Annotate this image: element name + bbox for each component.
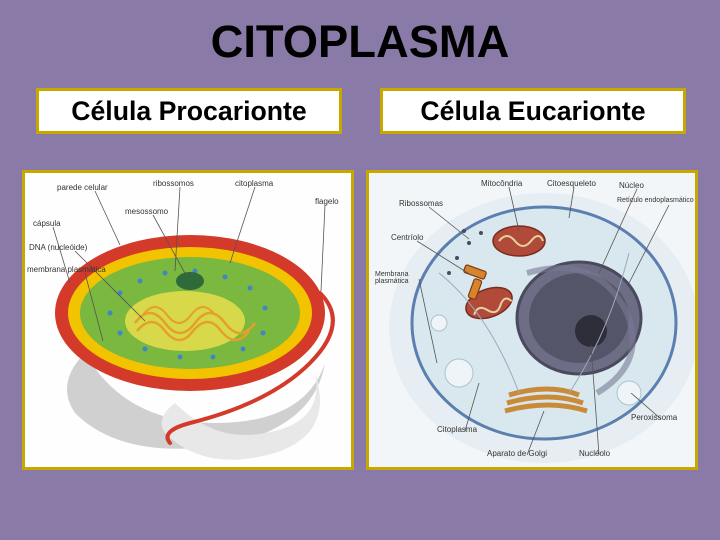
label-membrana-plasmatica-pro: membrana plasmática — [27, 265, 106, 274]
label-peroxissoma: Peroxissoma — [631, 413, 677, 422]
label-golgi: Aparato de Golgi — [487, 449, 547, 458]
label-mesossomo: mesossomo — [125, 207, 168, 216]
slide-title: CITOPLASMA — [0, 16, 720, 68]
heading-procarionte: Célula Procarionte — [36, 88, 342, 134]
label-capsula: cápsula — [33, 219, 61, 228]
label-parede-celular: parede celular — [57, 183, 108, 192]
label-nucleolo: Nucléolo — [579, 449, 610, 458]
label-ribossomas: Ribossomas — [399, 199, 443, 208]
panel-procarionte: parede celular ribossomos citoplasma fla… — [22, 170, 354, 470]
label-citoplasma-eu: Citoplasma — [437, 425, 477, 434]
label-flagelo: flagelo — [315, 197, 339, 206]
diagram-procarionte — [25, 173, 354, 470]
label-citoesqueleto: Citoesqueleto — [547, 179, 596, 188]
label-membrana-plasmatica-eu: Membrana plasmática — [375, 271, 435, 285]
diagram-eucarionte — [369, 173, 698, 470]
label-centriolo: Centríolo — [391, 233, 423, 242]
label-ribossomos: ribossomos — [153, 179, 194, 188]
label-mitocondria: Mitocôndria — [481, 179, 522, 188]
label-reticulo: Retículo endoplasmático — [617, 197, 694, 204]
heading-procarionte-text: Célula Procarionte — [71, 96, 307, 127]
label-nucleo: Núcleo — [619, 181, 644, 190]
label-citoplasma-pro: citoplasma — [235, 179, 273, 188]
heading-eucarionte-text: Célula Eucarionte — [420, 96, 645, 127]
panel-eucarionte: Mitocôndria Citoesqueleto Núcleo Retícul… — [366, 170, 698, 470]
heading-eucarionte: Célula Eucarionte — [380, 88, 686, 134]
label-dna-nucleoide: DNA (nucleóide) — [29, 243, 87, 252]
